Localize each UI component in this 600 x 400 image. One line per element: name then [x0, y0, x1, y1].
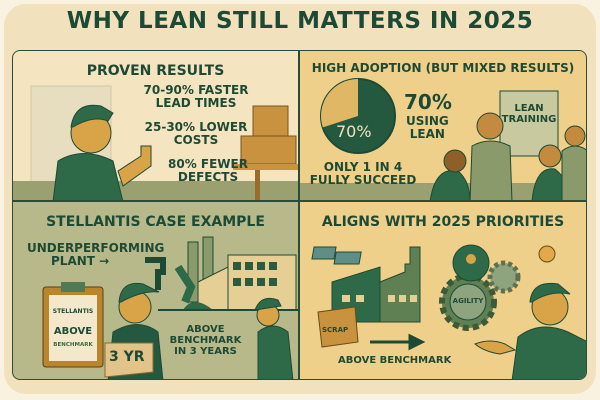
scrap-label: SCRAP [322, 326, 349, 334]
training-illustration [300, 78, 586, 200]
lightbulb-icon [538, 245, 556, 263]
board-label: LEAN [514, 103, 544, 114]
proven-heading: PROVEN RESULTS [86, 63, 225, 79]
clipboard-benchmark: BENCHMARK [53, 342, 93, 348]
pie-chart [320, 78, 396, 154]
result-label: ABOVE [186, 324, 225, 335]
stat-defects-2: DEFECTS [177, 170, 239, 185]
pie-slice-other [321, 79, 358, 128]
adoption-heading: HIGH ADOPTION (BUT MIXED RESULTS) [311, 61, 575, 75]
priorities-heading: ALIGNS WITH 2025 PRIORITIES [321, 214, 565, 230]
panel-high-adoption: HIGH ADOPTION (BUT MIXED RESULTS) 70% 70… [299, 50, 587, 201]
sustainability-illustration [311, 244, 586, 379]
stat-defects: 80% FEWER [168, 157, 248, 171]
using-label: USING [406, 114, 449, 128]
underperforming-label: UNDERPERFORMING [27, 241, 165, 255]
success-rate: ONLY 1 IN 4 [323, 160, 403, 174]
stat-lead-times-2: LEAD TIMES [155, 96, 237, 111]
board-label-2: TRAINING [501, 114, 557, 125]
worker-thumbs-up-illustration [13, 85, 298, 200]
stat-costs: 25-30% LOWER [144, 120, 248, 134]
clipboard-brand: STELLANTIS [52, 308, 94, 315]
page-title: WHY LEAN STILL MATTERS IN 2025 [66, 8, 534, 34]
lean-label: LEAN [409, 127, 445, 142]
stat-costs-2: COSTS [173, 133, 219, 148]
clipboard-above: ABOVE [53, 326, 93, 337]
result-label-2: BENCHMARK [169, 335, 242, 346]
agility-label: AGILITY [452, 297, 484, 305]
small-gear-icon [487, 260, 521, 294]
panel-stellantis: STELLANTIS CASE EXAMPLE UNDERPERFORMING P… [12, 201, 299, 380]
stat-lead-times: 70-90% FASTER [143, 83, 249, 97]
underperforming-label-2: PLANT → [51, 254, 110, 269]
panel-priorities: ALIGNS WITH 2025 PRIORITIES SCRAP AGILIT… [299, 201, 587, 380]
pie-label: 70% [336, 122, 372, 141]
panel-proven-results: PROVEN RESULTS 70-90% FASTER LEAD TIMES 2… [12, 50, 299, 201]
stellantis-heading: STELLANTIS CASE EXAMPLE [46, 214, 265, 230]
above-benchmark-label: ABOVE BENCHMARK [338, 355, 452, 366]
plant-illustration [42, 236, 298, 379]
adoption-big-stat: 70% [404, 90, 452, 114]
box-3yr: 3 YR [109, 349, 145, 365]
success-rate-2: FULLY SUCCEED [309, 173, 417, 188]
result-label-3: IN 3 YEARS [174, 346, 237, 357]
